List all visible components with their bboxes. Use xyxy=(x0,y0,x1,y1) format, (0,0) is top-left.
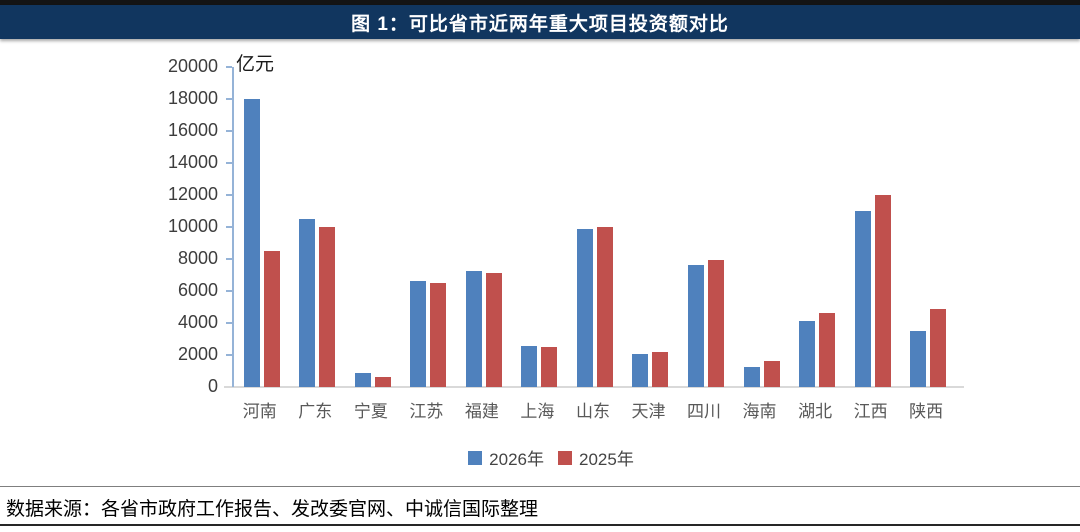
y-tick-label: 4000 xyxy=(177,312,218,332)
legend-swatch-2026 xyxy=(468,450,483,465)
bar-福建-2025年 xyxy=(485,273,502,387)
y-tick-mark xyxy=(226,162,232,164)
bar-group-湖北 xyxy=(789,67,845,387)
bar-上海-2026年 xyxy=(521,346,538,387)
bar-四川-2025年 xyxy=(708,260,725,387)
bar-天津-2025年 xyxy=(652,352,669,387)
top-border-strip xyxy=(0,0,1080,5)
y-tick-label: 14000 xyxy=(167,152,218,172)
plot-area xyxy=(232,67,956,387)
bar-广东-2025年 xyxy=(319,227,336,387)
y-tick-label: 12000 xyxy=(167,184,218,204)
bar-江西-2025年 xyxy=(874,195,891,387)
x-label-陕西: 陕西 xyxy=(909,402,944,421)
y-tick-label: 8000 xyxy=(177,248,218,268)
legend: 2026年 2025年 xyxy=(190,445,912,470)
bar-陕西-2026年 xyxy=(910,331,927,387)
bar-group-广东 xyxy=(290,67,346,387)
x-label-海南: 海南 xyxy=(742,402,777,421)
bar-广东-2026年 xyxy=(299,219,316,387)
x-label-天津: 天津 xyxy=(631,402,666,421)
bar-四川-2026年 xyxy=(688,265,705,387)
bar-上海-2025年 xyxy=(541,347,558,387)
bar-海南-2025年 xyxy=(763,361,780,387)
y-tick-mark xyxy=(226,226,232,228)
y-tick-label: 10000 xyxy=(167,216,218,236)
x-label-湖北: 湖北 xyxy=(798,402,833,421)
x-label-宁夏: 宁夏 xyxy=(353,402,388,421)
x-label-江苏: 江苏 xyxy=(409,402,444,421)
bar-江苏-2026年 xyxy=(410,281,427,387)
x-axis-baseline xyxy=(224,386,964,388)
figure-title: 图 1：可比省市近两年重大项目投资额对比 xyxy=(351,13,729,35)
x-label-江西: 江西 xyxy=(853,402,888,421)
bar-group-江西 xyxy=(845,67,901,387)
bar-group-宁夏 xyxy=(345,67,401,387)
y-tick-mark xyxy=(226,354,232,356)
bar-group-河南 xyxy=(234,67,290,387)
bar-山东-2025年 xyxy=(596,227,613,387)
bar-group-江苏 xyxy=(401,67,457,387)
y-axis-unit-label: 亿元 xyxy=(236,54,275,75)
legend-label-2026: 2026年 xyxy=(489,450,544,469)
figure-title-bar: 图 1：可比省市近两年重大项目投资额对比 xyxy=(0,5,1080,39)
y-tick-label: 0 xyxy=(207,376,218,396)
y-tick-label: 18000 xyxy=(167,88,218,108)
bar-group-山东 xyxy=(567,67,623,387)
x-label-河南: 河南 xyxy=(242,402,277,421)
bar-宁夏-2026年 xyxy=(354,373,371,387)
x-axis-labels: 河南 广东 宁夏 江苏 福建 上海 山东 天津 四川 海南 湖北 江西 陕西 xyxy=(232,397,954,422)
bar-河南-2026年 xyxy=(243,99,260,387)
bar-宁夏-2025年 xyxy=(374,377,391,387)
legend-item-2026: 2026年 xyxy=(468,445,544,470)
x-label-四川: 四川 xyxy=(687,402,722,421)
x-label-山东: 山东 xyxy=(575,402,610,421)
bar-海南-2026年 xyxy=(743,367,760,387)
y-tick-mark xyxy=(226,194,232,196)
y-tick-mark xyxy=(226,290,232,292)
bar-group-天津 xyxy=(623,67,679,387)
legend-item-2025: 2025年 xyxy=(558,445,634,470)
bar-山东-2026年 xyxy=(576,229,593,387)
bar-group-上海 xyxy=(512,67,568,387)
y-tick-label: 2000 xyxy=(177,344,218,364)
y-tick-label: 6000 xyxy=(177,280,218,300)
y-tick-mark xyxy=(226,258,232,260)
y-tick-label: 20000 xyxy=(167,56,218,76)
bar-湖北-2026年 xyxy=(799,321,816,387)
bar-group-海南 xyxy=(734,67,790,387)
bar-group-福建 xyxy=(456,67,512,387)
bar-group-陕西 xyxy=(900,67,956,387)
bar-河南-2025年 xyxy=(263,251,280,387)
bar-江苏-2025年 xyxy=(430,283,447,387)
bar-chart: 亿元 0 2000 4000 6000 8000 10000 12000 14000 16000… xyxy=(0,39,1080,485)
legend-label-2025: 2025年 xyxy=(579,450,634,469)
y-tick-mark xyxy=(226,98,232,100)
bar-陕西-2025年 xyxy=(930,309,947,387)
bar-group-四川 xyxy=(678,67,734,387)
y-tick-mark xyxy=(226,322,232,324)
bar-湖北-2025年 xyxy=(819,313,836,387)
x-label-广东: 广东 xyxy=(298,402,333,421)
y-tick-mark xyxy=(226,130,232,132)
x-label-福建: 福建 xyxy=(464,402,499,421)
x-label-上海: 上海 xyxy=(520,402,555,421)
y-tick-mark xyxy=(226,66,232,68)
source-footer: 数据来源：各省市政府工作报告、发改委官网、中诚信国际整理 xyxy=(0,486,1080,526)
bar-天津-2026年 xyxy=(632,354,649,387)
legend-swatch-2025 xyxy=(558,450,572,465)
bar-江西-2026年 xyxy=(854,211,871,387)
bar-福建-2026年 xyxy=(465,271,482,387)
y-tick-label: 16000 xyxy=(167,120,218,140)
data-source-text: 数据来源：各省市政府工作报告、发改委官网、中诚信国际整理 xyxy=(6,499,539,520)
